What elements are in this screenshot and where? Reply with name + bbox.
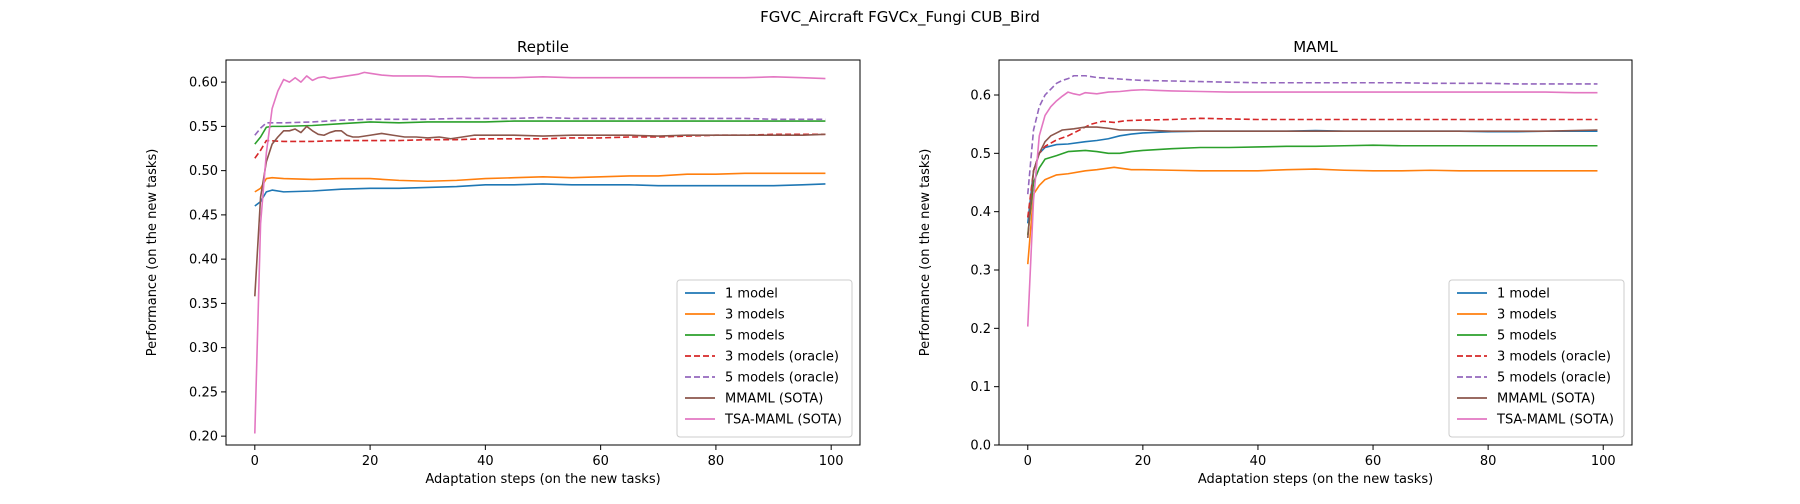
- y-axis-label: Performance (on the new tasks): [145, 149, 160, 357]
- y-tick-label: 0.0: [970, 439, 991, 454]
- legend-label: 3 models: [725, 308, 785, 323]
- series-line-0: [1026, 129, 1598, 224]
- chart-maml: 0 20 40 60 80 100 0.0 0.1 0.2 0.3 0.4 0.5 0.6 MAML Ada…: [918, 38, 1633, 487]
- series-line-5: [1026, 126, 1598, 238]
- legend-label: TSA-MAML (SOTA): [1496, 413, 1614, 428]
- x-axis-label: Adaptation steps (on the new tasks): [1198, 472, 1433, 487]
- series-line-0: [254, 183, 826, 207]
- chart-title: Reptile: [517, 38, 569, 56]
- x-tick-label: 60: [1365, 454, 1382, 469]
- y-tick-label: 0.40: [189, 253, 218, 268]
- series-line-5: [254, 125, 826, 297]
- plot-frame: [225, 59, 861, 446]
- series-line-4: [254, 116, 826, 136]
- legend-label: 3 models: [1497, 308, 1557, 323]
- series-line-6: [1026, 88, 1598, 327]
- series-line-1: [1026, 166, 1598, 265]
- legend-box: [676, 279, 853, 438]
- legend-label: MMAML (SOTA): [725, 392, 823, 407]
- y-tick-label: 0.4: [970, 205, 991, 220]
- x-tick-label: 100: [1591, 454, 1616, 469]
- series-line-3: [254, 133, 826, 159]
- legend: 1 model 3 models 5 models 3 models (oracle)…: [1448, 279, 1625, 438]
- legend: 1 model 3 models 5 models 3 models (oracle)…: [676, 279, 853, 438]
- x-tick-label: 0: [1024, 454, 1032, 469]
- y-tick-label: 0.2: [970, 322, 991, 337]
- x-axis-label: Adaptation steps (on the new tasks): [425, 472, 660, 487]
- figure-title: FGVC_Aircraft FGVCx_Fungi CUB_Bird: [760, 8, 1040, 26]
- x-tick-label: 80: [1480, 454, 1497, 469]
- y-tick-label: 0.35: [189, 297, 218, 312]
- y-tick-label: 0.6: [970, 89, 991, 104]
- legend-label: 5 models: [725, 329, 785, 344]
- series-line-4: [1026, 74, 1598, 195]
- chart-title: MAML: [1293, 38, 1338, 56]
- y-tick-label: 0.1: [970, 380, 991, 395]
- legend-label: MMAML (SOTA): [1497, 392, 1595, 407]
- legend-label: 5 models (oracle): [725, 371, 839, 386]
- x-tick-label: 20: [1135, 454, 1152, 469]
- legend-label: 5 models: [1497, 329, 1557, 344]
- y-tick-label: 0.45: [189, 208, 218, 223]
- legend-box: [1448, 279, 1625, 438]
- x-tick-label: 80: [708, 454, 725, 469]
- x-tick-label: 60: [592, 454, 609, 469]
- series-line-3: [1026, 117, 1598, 218]
- legend-label: TSA-MAML (SOTA): [724, 413, 842, 428]
- x-tick-label: 40: [477, 454, 494, 469]
- plot-frame: [998, 59, 1633, 446]
- y-tick-label: 0.55: [189, 120, 218, 135]
- y-tick-label: 0.20: [189, 430, 218, 445]
- y-tick-label: 0.50: [189, 164, 218, 179]
- y-tick-label: 0.25: [189, 385, 218, 400]
- legend-label: 3 models (oracle): [1497, 350, 1611, 365]
- series-line-1: [254, 172, 826, 193]
- y-tick-label: 0.5: [970, 147, 991, 162]
- legend-label: 5 models (oracle): [1497, 371, 1611, 386]
- y-axis-label: Performance (on the new tasks): [918, 149, 933, 357]
- y-tick-label: 0.3: [970, 264, 991, 279]
- y-tick-label: 0.60: [189, 76, 218, 91]
- series-line-2: [1026, 144, 1598, 236]
- chart-reptile: 0 20 40 60 80 100 0.20 0.25 0.30 0.35 0.40 0.45 0.50…: [145, 38, 861, 487]
- legend-label: 1 model: [725, 287, 778, 302]
- legend-label: 3 models (oracle): [725, 350, 839, 365]
- x-tick-label: 0: [251, 454, 259, 469]
- x-tick-label: 40: [1250, 454, 1267, 469]
- x-tick-label: 20: [362, 454, 379, 469]
- y-tick-label: 0.30: [189, 341, 218, 356]
- series-line-6: [254, 71, 826, 434]
- series-line-2: [254, 120, 826, 145]
- x-tick-label: 100: [819, 454, 844, 469]
- legend-label: 1 model: [1497, 287, 1550, 302]
